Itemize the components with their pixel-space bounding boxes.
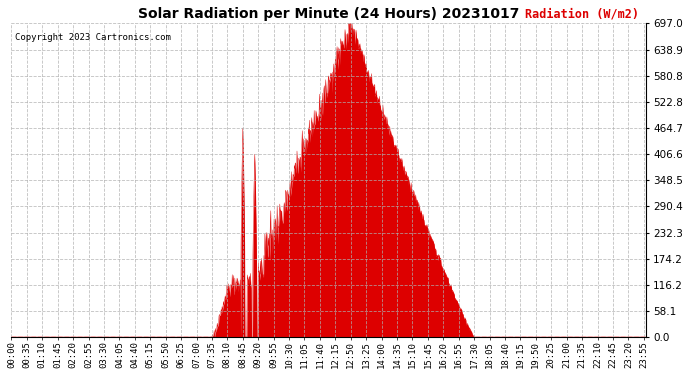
Text: Copyright 2023 Cartronics.com: Copyright 2023 Cartronics.com	[14, 33, 170, 42]
Title: Solar Radiation per Minute (24 Hours) 20231017: Solar Radiation per Minute (24 Hours) 20…	[138, 7, 519, 21]
Text: Radiation (W/m2): Radiation (W/m2)	[525, 8, 639, 20]
